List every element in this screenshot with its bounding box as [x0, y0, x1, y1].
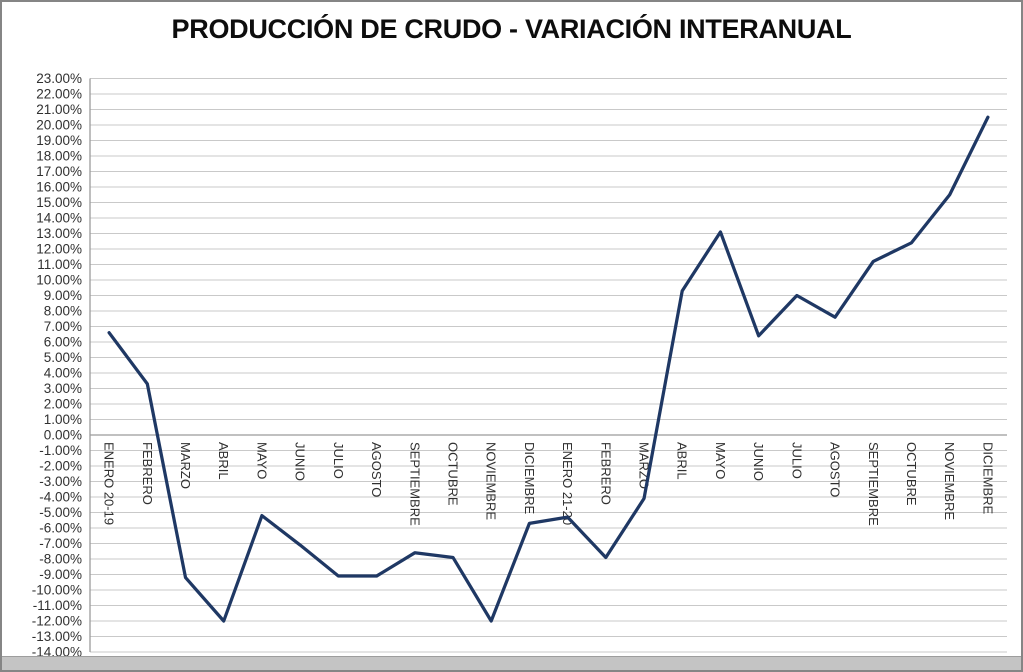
y-axis-tick-label: 3.00% — [44, 381, 82, 396]
x-axis-category-label: NOVIEMBRE — [484, 442, 499, 520]
y-axis-tick-label: -3.00% — [39, 474, 82, 489]
x-axis-category-label: NOVIEMBRE — [942, 442, 957, 520]
x-axis-category-label: MAYO — [254, 442, 269, 479]
x-axis-category-label: JULIO — [789, 442, 804, 479]
y-axis-tick-label: 21.00% — [36, 102, 82, 117]
y-axis-tick-label: 0.00% — [44, 428, 82, 443]
x-axis-category-label: SEPTIEMBRE — [407, 442, 422, 526]
x-axis-category-label: ABRIL — [216, 442, 231, 480]
y-axis-tick-label: -6.00% — [39, 521, 82, 536]
y-axis-tick-label: 23.00% — [36, 71, 82, 86]
y-axis-tick-label: -14.00% — [32, 645, 82, 660]
y-axis-tick-label: 1.00% — [44, 412, 82, 427]
x-axis-category-label: ENERO 21-20 — [560, 442, 575, 525]
chart-title: PRODUCCIÓN DE CRUDO - VARIACIÓN INTERANU… — [171, 14, 852, 44]
x-axis-category-label: OCTUBRE — [445, 442, 460, 506]
x-axis-category-label: MARZO — [178, 442, 193, 489]
x-axis-category-label: JUNIO — [293, 442, 308, 481]
y-axis-tick-label: -8.00% — [39, 552, 82, 567]
x-axis-category-label: DICIEMBRE — [522, 442, 537, 515]
y-axis-tick-label: 4.00% — [44, 366, 82, 381]
x-axis-category-label: OCTUBRE — [904, 442, 919, 506]
y-axis-tick-label: -9.00% — [39, 567, 82, 582]
y-axis-tick-label: 17.00% — [36, 164, 82, 179]
data-series-line — [107, 115, 990, 623]
y-axis-tick-label: -2.00% — [39, 459, 82, 474]
y-axis-tick-label: 10.00% — [36, 273, 82, 288]
y-axis-tick-label: 9.00% — [44, 288, 82, 303]
y-axis-tick-label: -12.00% — [32, 614, 82, 629]
y-axis-tick-label: -5.00% — [39, 505, 82, 520]
y-axis-tick-label: -13.00% — [32, 629, 82, 644]
y-axis-tick-label: 14.00% — [36, 211, 82, 226]
x-axis-category-label: MAYO — [713, 442, 728, 479]
y-axis-tick-label: -10.00% — [32, 583, 82, 598]
y-axis-tick-label: 16.00% — [36, 180, 82, 195]
y-axis-tick-label: 20.00% — [36, 118, 82, 133]
y-axis-tick-label: -4.00% — [39, 490, 82, 505]
x-axis-category-label: AGOSTO — [369, 442, 384, 497]
x-axis-category-label: DICIEMBRE — [980, 442, 995, 515]
x-axis-category-label: ENERO 20-19 — [102, 442, 117, 525]
x-axis-category-label: AGOSTO — [828, 442, 843, 497]
x-axis-category-label: SEPTIEMBRE — [866, 442, 881, 526]
y-axis-tick-label: 19.00% — [36, 133, 82, 148]
y-axis-tick-label: -1.00% — [39, 443, 82, 458]
y-axis-tick-label: 13.00% — [36, 226, 82, 241]
x-axis-category-label: ABRIL — [675, 442, 690, 480]
y-axis-tick-label: 5.00% — [44, 350, 82, 365]
window-bottom-edge — [2, 656, 1021, 670]
y-axis-tick-label: 11.00% — [37, 257, 82, 272]
y-axis-tick-label: -11.00% — [33, 598, 82, 613]
y-axis-tick-label: 7.00% — [44, 319, 82, 334]
x-axis-category-label: FEBRERO — [598, 442, 613, 505]
y-axis-tick-label: -7.00% — [39, 536, 82, 551]
y-axis-tick-label: 15.00% — [36, 195, 82, 210]
x-axis-category-label: JULIO — [331, 442, 346, 479]
y-axis-tick-label: 6.00% — [44, 335, 82, 350]
x-axis-category-label: JUNIO — [751, 442, 766, 481]
y-axis-tick-label: 8.00% — [44, 304, 82, 319]
y-axis-tick-label: 18.00% — [36, 149, 82, 164]
x-axis-category-label: FEBRERO — [140, 442, 155, 505]
y-axis-tick-label: 12.00% — [36, 242, 82, 257]
y-axis-tick-label: 22.00% — [36, 87, 82, 102]
y-axis-tick-label: 2.00% — [44, 397, 82, 412]
